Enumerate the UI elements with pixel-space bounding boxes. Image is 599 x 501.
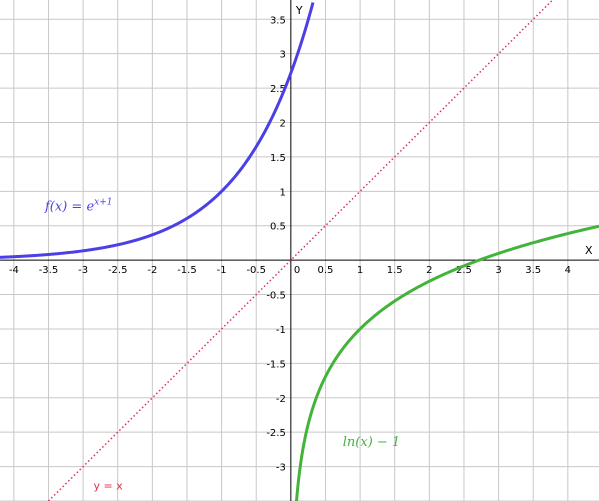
y-tick-label: -2 xyxy=(276,394,286,405)
x-tick-label: -2.5 xyxy=(108,265,128,276)
series-label-exponential: f(x) = ex+1 xyxy=(44,198,112,215)
x-tick-label: 0.5 xyxy=(318,265,334,276)
y-tick-label: 1 xyxy=(279,187,285,198)
series-label-identity: y = x xyxy=(93,479,123,492)
x-tick-label: 2.5 xyxy=(456,265,472,276)
y-tick-label: -1 xyxy=(276,325,286,336)
x-tick-label: -1.5 xyxy=(177,265,197,276)
y-tick-label: 3.5 xyxy=(270,15,286,26)
x-tick-label: -3 xyxy=(78,265,88,276)
x-tick-label: 3 xyxy=(495,265,501,276)
x-tick-label: -3.5 xyxy=(39,265,59,276)
identity-line xyxy=(47,0,554,501)
x-tick-label: -1 xyxy=(217,265,227,276)
x-tick-label: -4 xyxy=(9,265,19,276)
logarithm-curve xyxy=(295,224,599,501)
x-tick-label: -0.5 xyxy=(246,265,266,276)
x-tick-label: 2 xyxy=(426,265,432,276)
y-tick-label: 1.5 xyxy=(270,153,286,164)
y-tick-label: 3 xyxy=(279,50,285,61)
exp-label-lhs: f(x) = e xyxy=(44,200,94,215)
y-tick-label: -1.5 xyxy=(266,359,286,370)
series-label-logarithm: ln(x) − 1 xyxy=(343,435,400,450)
tick-labels: -4 -3.5 -3 -2.5 -2 -1.5 -1 -0.5 0.5 1 1.5 2 2.5 3 3.5 4… xyxy=(9,15,571,473)
y-tick-label: 2 xyxy=(279,118,285,129)
x-tick-label: 4 xyxy=(565,265,571,276)
y-tick-label: 2.5 xyxy=(270,84,286,95)
exponential-curve xyxy=(0,2,315,259)
x-tick-label: 1.5 xyxy=(387,265,403,276)
y-tick-label: 0.5 xyxy=(270,222,286,233)
exp-label-exponent: x+1 xyxy=(94,198,112,208)
x-axis-label: X xyxy=(585,244,593,257)
origin-label: 0 xyxy=(294,265,300,276)
y-tick-label: -3 xyxy=(276,463,286,474)
y-tick-label: -2.5 xyxy=(266,428,286,439)
x-tick-label: 1 xyxy=(357,265,363,276)
x-tick-label: 3.5 xyxy=(525,265,541,276)
y-tick-label: -0.5 xyxy=(266,291,286,302)
y-axis-label: Y xyxy=(295,4,303,17)
x-tick-label: -2 xyxy=(147,265,157,276)
